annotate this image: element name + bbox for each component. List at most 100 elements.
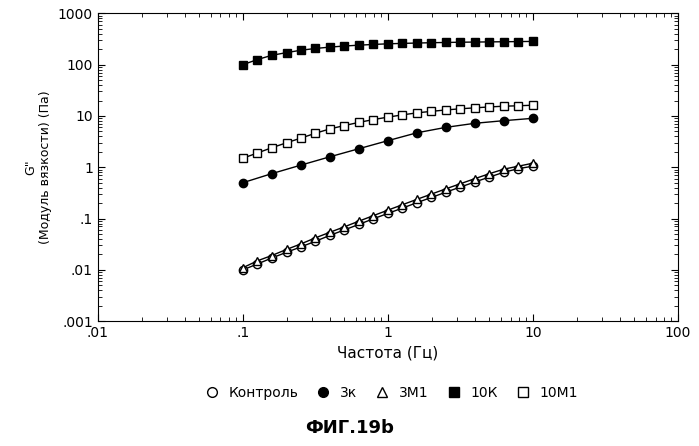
- Контроль: [384, 211, 392, 216]
- 10М1: [528, 103, 537, 108]
- 10К: [282, 50, 291, 55]
- 10М1: [326, 126, 334, 132]
- Контроль: [413, 200, 421, 205]
- Контроль: [442, 190, 450, 195]
- Контроль: [528, 164, 537, 169]
- 3М1: [369, 213, 377, 218]
- 3М1: [514, 164, 523, 169]
- 3М1: [239, 265, 247, 270]
- 10К: [296, 48, 305, 53]
- 3М1: [427, 191, 435, 197]
- Line: 10К: 10К: [239, 37, 537, 69]
- 3к: [326, 154, 334, 160]
- 3М1: [470, 176, 479, 182]
- 10К: [355, 42, 363, 48]
- 10М1: [427, 109, 435, 114]
- Контроль: [514, 166, 523, 171]
- 3М1: [253, 258, 261, 264]
- 3к: [500, 118, 508, 124]
- 10К: [485, 39, 493, 45]
- Text: ФИГ.19b: ФИГ.19b: [305, 419, 394, 437]
- 3М1: [311, 235, 319, 240]
- Контроль: [239, 267, 247, 273]
- 3М1: [326, 230, 334, 235]
- 3к: [355, 146, 363, 151]
- 10К: [311, 46, 319, 51]
- 3М1: [268, 253, 276, 258]
- 10К: [340, 43, 349, 49]
- 10К: [384, 41, 392, 46]
- 3М1: [384, 207, 392, 213]
- 3к: [528, 116, 537, 121]
- X-axis label: Частота (Гц): Частота (Гц): [338, 346, 438, 360]
- 10К: [413, 41, 421, 46]
- 10М1: [470, 105, 479, 111]
- 3М1: [296, 241, 305, 247]
- 10М1: [268, 145, 276, 150]
- 10К: [398, 41, 407, 46]
- 3М1: [398, 202, 407, 207]
- 3М1: [413, 197, 421, 202]
- 10К: [456, 40, 465, 45]
- 10К: [528, 39, 537, 44]
- Контроль: [500, 169, 508, 175]
- Контроль: [470, 179, 479, 185]
- Контроль: [355, 222, 363, 227]
- 10К: [326, 45, 334, 50]
- 10К: [514, 39, 523, 44]
- Контроль: [311, 239, 319, 244]
- 3М1: [442, 186, 450, 191]
- Контроль: [268, 255, 276, 260]
- 10М1: [413, 110, 421, 116]
- Line: 3М1: 3М1: [239, 159, 537, 272]
- Y-axis label: G"
(Модуль вязкости) (Па): G" (Модуль вязкости) (Па): [24, 91, 52, 244]
- Контроль: [326, 233, 334, 238]
- 10М1: [340, 123, 349, 128]
- 3М1: [485, 171, 493, 176]
- 3М1: [282, 247, 291, 252]
- 3М1: [456, 181, 465, 186]
- 10К: [470, 39, 479, 45]
- 3М1: [500, 166, 508, 172]
- 10М1: [398, 112, 407, 118]
- 10К: [500, 39, 508, 45]
- 10К: [442, 40, 450, 45]
- 3к: [413, 130, 421, 136]
- Контроль: [427, 195, 435, 200]
- 10К: [268, 53, 276, 58]
- 10М1: [369, 117, 377, 122]
- 3к: [442, 125, 450, 130]
- Контроль: [296, 244, 305, 250]
- 10М1: [500, 103, 508, 109]
- 3к: [470, 120, 479, 126]
- 10К: [253, 57, 261, 62]
- Legend: Контроль, 3к, 3М1, 10К, 10М1: Контроль, 3к, 3М1, 10К, 10М1: [192, 380, 584, 405]
- 10М1: [355, 120, 363, 125]
- 10М1: [485, 104, 493, 110]
- 3к: [239, 180, 247, 186]
- 3М1: [340, 224, 349, 230]
- Line: 3к: 3к: [239, 114, 537, 187]
- 3М1: [528, 161, 537, 166]
- Контроль: [456, 184, 465, 190]
- Контроль: [340, 227, 349, 233]
- 10М1: [239, 156, 247, 161]
- Контроль: [398, 206, 407, 211]
- 10М1: [282, 140, 291, 145]
- 10М1: [514, 103, 523, 108]
- 10К: [369, 42, 377, 47]
- Контроль: [485, 174, 493, 180]
- 10К: [239, 62, 247, 67]
- 3М1: [355, 219, 363, 224]
- 10М1: [296, 136, 305, 141]
- Line: 10М1: 10М1: [239, 101, 537, 162]
- 10М1: [253, 150, 261, 156]
- 10М1: [442, 107, 450, 113]
- 3к: [296, 162, 305, 168]
- 3к: [384, 138, 392, 143]
- 10М1: [456, 106, 465, 112]
- Контроль: [369, 216, 377, 222]
- 10М1: [311, 131, 319, 136]
- Контроль: [253, 261, 261, 267]
- 10К: [427, 40, 435, 45]
